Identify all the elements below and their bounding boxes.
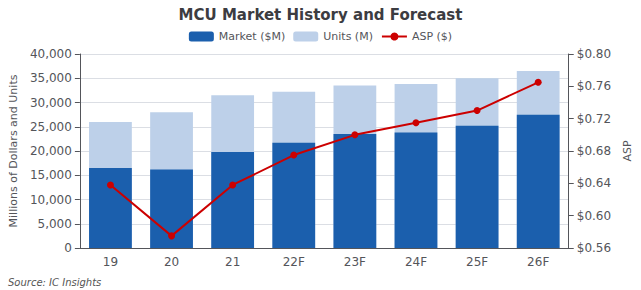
svg-text:35,000: 35,000 (30, 71, 72, 85)
svg-text:$0.56: $0.56 (577, 241, 611, 255)
svg-text:26F: 26F (527, 255, 549, 269)
svg-text:$0.72: $0.72 (577, 112, 611, 126)
svg-text:$0.80: $0.80 (577, 47, 611, 61)
svg-text:20: 20 (164, 255, 179, 269)
svg-text:21: 21 (225, 255, 240, 269)
svg-text:MCU Market History and Forecas: MCU Market History and Forecast (179, 6, 463, 24)
svg-text:5,000: 5,000 (38, 217, 72, 231)
svg-text:20,000: 20,000 (30, 144, 72, 158)
svg-text:25F: 25F (466, 255, 488, 269)
svg-text:40,000: 40,000 (30, 47, 72, 61)
svg-text:23F: 23F (344, 255, 366, 269)
svg-text:$0.68: $0.68 (577, 144, 611, 158)
svg-text:$0.60: $0.60 (577, 209, 611, 223)
svg-text:Market ($M): Market ($M) (219, 30, 285, 43)
svg-text:Millions of Dollars and Units: Millions of Dollars and Units (7, 74, 20, 227)
svg-text:15,000: 15,000 (30, 168, 72, 182)
svg-text:10,000: 10,000 (30, 193, 72, 207)
svg-text:Source: IC Insights: Source: IC Insights (8, 277, 101, 288)
svg-text:ASP: ASP (621, 140, 634, 162)
svg-text:19: 19 (103, 255, 118, 269)
svg-text:$0.76: $0.76 (577, 79, 611, 93)
svg-text:30,000: 30,000 (30, 96, 72, 110)
svg-text:0: 0 (64, 241, 72, 255)
svg-text:ASP ($): ASP ($) (412, 30, 452, 43)
svg-text:Units (M): Units (M) (323, 30, 373, 43)
svg-text:25,000: 25,000 (30, 120, 72, 134)
svg-text:22F: 22F (283, 255, 305, 269)
svg-text:24F: 24F (405, 255, 427, 269)
svg-text:$0.64: $0.64 (577, 176, 611, 190)
